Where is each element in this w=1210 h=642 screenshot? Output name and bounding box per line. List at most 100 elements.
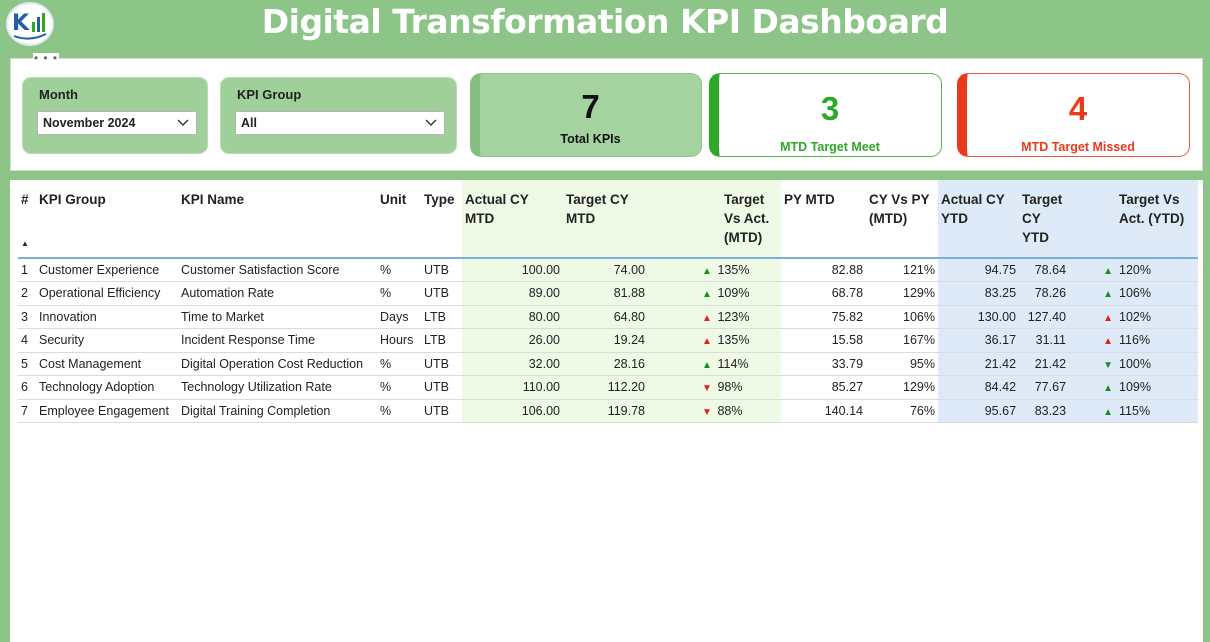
cell-actual-cy-mtd: 80.00: [462, 305, 563, 329]
col-header-num[interactable]: # ▲: [18, 180, 36, 259]
cell-target-vs-act-ytd: 106%: [1116, 281, 1198, 306]
cell-ytd-arrow: ▲: [1069, 258, 1117, 282]
month-select-value: November 2024: [43, 116, 136, 130]
col-header-kpi-group[interactable]: KPI Group: [36, 180, 178, 259]
table-row[interactable]: 2 Operational Efficiency Automation Rate% U…: [18, 281, 1198, 306]
col-header-unit[interactable]: Unit: [377, 180, 421, 259]
cell-actual-cy-mtd: 100.00: [462, 258, 563, 282]
cell-type: UTB: [421, 258, 462, 282]
table-row[interactable]: 1 Customer Experience Customer Satisfactio…: [18, 258, 1198, 282]
cell-actual-cy-ytd: 84.42: [938, 375, 1020, 400]
table-row[interactable]: 4 Security Incident Response Time Hours LTB 2…: [18, 328, 1198, 353]
cell-cy-vs-py-mtd: 106%: [866, 305, 939, 329]
cell-py-mtd: 15.58: [781, 328, 867, 353]
cell-target-cy-ytd: 21.42: [1019, 352, 1070, 376]
cell-target-cy-mtd: 19.24: [563, 328, 648, 353]
cell-unit: %: [377, 352, 421, 376]
cell-py-mtd: 85.27: [781, 375, 867, 400]
kpi-table-body: 1 Customer Experience Customer Satisfactio…: [18, 258, 1198, 423]
col-header-target-cy-ytd[interactable]: Target CY YTD: [1019, 180, 1117, 259]
cell-unit: %: [377, 281, 421, 306]
cell-kpi-name: Time to Market: [178, 305, 377, 329]
cell-py-mtd: 75.82: [781, 305, 867, 329]
cell-num: 7: [18, 399, 36, 423]
cell-target-cy-ytd: 83.23: [1019, 399, 1070, 423]
cell-target-vs-act-mtd: ▲ 135%: [648, 328, 782, 353]
filter-card-panel: Month November 2024 KPI Group All 7 Tota…: [10, 58, 1203, 171]
col-header-kpi-name[interactable]: KPI Name: [178, 180, 377, 259]
col-header-target-cy-mtd[interactable]: Target CY MTD: [563, 180, 648, 259]
col-header-target-vs-act-mtd[interactable]: Target Vs Act. (MTD): [648, 180, 782, 259]
cell-type: UTB: [421, 352, 462, 376]
mtd-target-missed-card: 4 MTD Target Missed: [957, 73, 1190, 157]
kpi-group-filter: KPI Group All: [220, 77, 457, 154]
arrow-down-icon: ▼: [1103, 359, 1114, 371]
arrow-up-icon: ▲: [1103, 266, 1114, 277]
chevron-down-icon: [425, 119, 437, 126]
cell-type: UTB: [421, 281, 462, 306]
kpi-group-select[interactable]: All: [235, 111, 445, 135]
kpi-table-panel: # ▲ KPI Group KPI Name Unit Type Actual C…: [10, 180, 1203, 642]
cell-target-cy-mtd: 74.00: [563, 258, 648, 282]
arrow-up-icon: ▲: [1103, 383, 1114, 395]
cell-target-vs-act-ytd: 100%: [1116, 352, 1198, 376]
more-options-icon[interactable]: • • •: [33, 52, 59, 69]
cell-unit: %: [377, 258, 421, 282]
cell-type: LTB: [421, 305, 462, 329]
cell-num: 5: [18, 352, 36, 376]
cell-kpi-group: Employee Engagement: [36, 399, 178, 423]
cell-cy-vs-py-mtd: 121%: [866, 258, 939, 282]
cell-actual-cy-mtd: 89.00: [462, 281, 563, 306]
sort-ascending-icon[interactable]: ▲: [21, 239, 29, 248]
cell-target-vs-act-ytd: 120%: [1116, 258, 1198, 282]
cell-actual-cy-ytd: 21.42: [938, 352, 1020, 376]
arrow-up-icon: ▲: [702, 359, 712, 371]
table-row[interactable]: 5 Cost Management Digital Operation Cost R…: [18, 352, 1198, 376]
col-header-type[interactable]: Type: [421, 180, 462, 259]
kpi-table: # ▲ KPI Group KPI Name Unit Type Actual C…: [18, 180, 1198, 423]
cell-cy-vs-py-mtd: 95%: [866, 352, 939, 376]
cell-kpi-group: Cost Management: [36, 352, 178, 376]
table-header-row: # ▲ KPI Group KPI Name Unit Type Actual C…: [18, 180, 1198, 259]
cell-ytd-arrow: ▲: [1069, 399, 1117, 423]
col-header-actual-cy-ytd[interactable]: Actual CY YTD: [938, 180, 1020, 259]
col-header-actual-cy-mtd[interactable]: Actual CY MTD: [462, 180, 563, 259]
cell-target-cy-ytd: 78.26: [1019, 281, 1070, 306]
total-kpis-card: 7 Total KPIs: [470, 73, 702, 157]
table-row[interactable]: 3 Innovation Time to Market Days LTB 80.00 64.…: [18, 305, 1198, 329]
table-row[interactable]: 7 Employee Engagement Digital Training Com…: [18, 399, 1198, 423]
cell-target-vs-act-mtd-value: 98%: [717, 380, 743, 395]
cell-target-vs-act-mtd: ▼ 88%: [648, 399, 782, 423]
cell-target-cy-ytd: 77.67: [1019, 375, 1070, 400]
chevron-down-icon: [177, 119, 189, 126]
cell-target-vs-act-ytd: 102%: [1116, 305, 1198, 329]
cell-kpi-name: Customer Satisfaction Score: [178, 258, 377, 282]
kpi-group-filter-label: KPI Group: [237, 87, 302, 102]
cell-actual-cy-ytd: 94.75: [938, 258, 1020, 282]
cell-type: UTB: [421, 399, 462, 423]
cell-target-vs-act-mtd-value: 114%: [717, 356, 749, 371]
cell-actual-cy-ytd: 83.25: [938, 281, 1020, 306]
col-header-target-vs-act-ytd[interactable]: Target Vs Act. (YTD): [1116, 180, 1198, 259]
svg-text:K: K: [12, 11, 30, 36]
month-select[interactable]: November 2024: [37, 111, 197, 135]
col-header-cy-vs-py-mtd[interactable]: CY Vs PY (MTD): [866, 180, 939, 259]
cell-ytd-arrow: ▼: [1069, 352, 1117, 376]
arrow-up-icon: ▲: [1103, 406, 1114, 418]
cell-kpi-group: Innovation: [36, 305, 178, 329]
cell-ytd-arrow: ▲: [1069, 281, 1117, 306]
cell-kpi-group: Customer Experience: [36, 258, 178, 282]
cell-actual-cy-mtd: 32.00: [462, 352, 563, 376]
cell-cy-vs-py-mtd: 129%: [866, 281, 939, 306]
cell-ytd-arrow: ▲: [1069, 305, 1117, 329]
col-header-py-mtd[interactable]: PY MTD: [781, 180, 867, 259]
cell-target-vs-act-mtd-value: 135%: [717, 263, 750, 277]
cell-target-vs-act-mtd: ▲ 114%: [648, 352, 782, 376]
cell-target-vs-act-ytd: 115%: [1116, 399, 1198, 423]
cell-kpi-name: Digital Operation Cost Reduction: [178, 352, 377, 376]
table-row[interactable]: 6 Technology Adoption Technology Utilizati…: [18, 375, 1198, 400]
cell-target-cy-mtd: 81.88: [563, 281, 648, 306]
cell-num: 6: [18, 375, 36, 400]
cell-target-cy-mtd: 112.20: [563, 375, 648, 400]
arrow-up-icon: ▲: [1103, 312, 1114, 324]
